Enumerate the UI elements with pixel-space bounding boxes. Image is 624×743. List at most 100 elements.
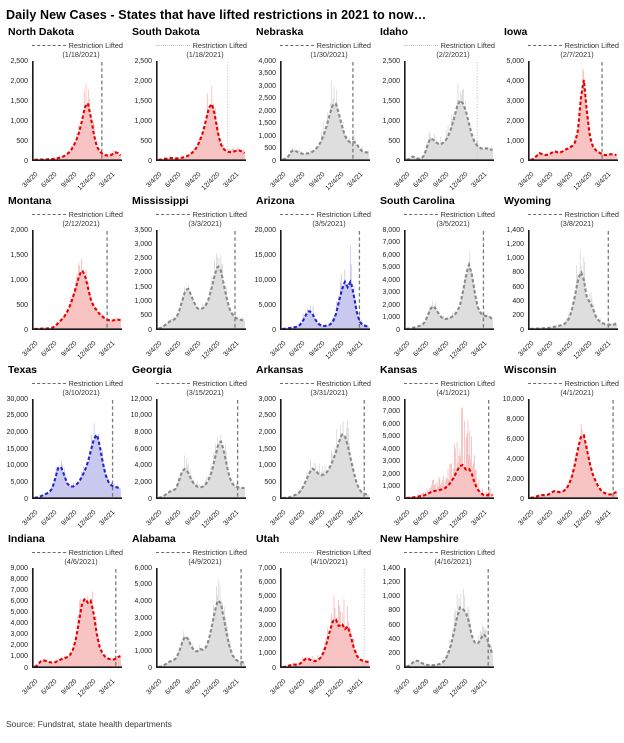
x-tick-label: 3/4/21	[346, 171, 365, 190]
legend-label: Restriction Lifted	[68, 378, 123, 388]
y-tick-label: 800	[388, 607, 400, 615]
x-tick-label: 12/4/20	[324, 509, 346, 531]
y-tick-label: 1,500	[258, 445, 276, 453]
restriction-date: (4/9/2021)	[188, 557, 222, 566]
legend-label: Restriction Lifted	[316, 378, 371, 388]
chart-canvas	[280, 399, 370, 499]
y-tick-label: 1,000	[10, 653, 28, 661]
average-line	[406, 463, 493, 499]
y-tick-label: 1,000	[258, 462, 276, 470]
y-tick-label: 3,000	[382, 458, 400, 465]
state-title: North Dakota	[8, 26, 74, 38]
plot-area: 10,000 8,000 6,000 4,000 2,000 0	[498, 395, 622, 503]
y-tick-label: 1,500	[10, 251, 28, 259]
x-tick-label: 3/4/20	[393, 509, 412, 528]
y-tick-label: 2,000	[382, 301, 400, 309]
y-tick-label: 3,500	[258, 70, 276, 77]
y-tick-label: 1,500	[382, 97, 400, 105]
legend: Restriction Lifted	[250, 547, 374, 557]
y-tick-label: 200	[388, 650, 400, 658]
y-tick-label: 2,500	[382, 57, 400, 65]
y-tick-label: 3,000	[258, 621, 276, 629]
chart-kansas: Kansas Restriction Lifted (4/1/2021) 8,000 7…	[374, 362, 498, 531]
chart-canvas	[404, 230, 494, 330]
chart-wisconsin: Wisconsin Restriction Lifted (4/1/2021) 10,…	[498, 362, 622, 531]
chart-canvas	[156, 568, 246, 668]
state-title: Mississippi	[132, 195, 189, 207]
x-tick-label: 6/4/20	[412, 678, 431, 697]
legend: Restriction Lifted	[250, 209, 374, 219]
legend-label: Restriction Lifted	[68, 40, 123, 50]
average-line	[158, 439, 245, 499]
x-tick-label: 3/4/20	[269, 678, 288, 697]
y-tick-label: 1,500	[134, 97, 152, 105]
restriction-date: (2/12/2021)	[62, 219, 100, 228]
x-tick-label: 6/4/20	[40, 171, 59, 190]
y-tick-label: 6,000	[506, 435, 524, 443]
restriction-date: (3/5/2021)	[436, 219, 470, 228]
legend-label: Restriction Lifted	[192, 378, 247, 388]
y-tick-label: 2,000	[134, 77, 152, 85]
state-title: Alabama	[132, 533, 176, 545]
restriction-line-sample-icon	[279, 382, 314, 384]
x-axis-labels: 3/4/20 6/4/20 9/4/20 12/4/20 3/4/21	[393, 499, 494, 530]
chart-arkansas: Arkansas Restriction Lifted (3/31/2021) 3,0…	[250, 362, 374, 531]
y-axis-labels: 4,000 3,500 3,000 2,500 2,000 1,500 1,000 500 0	[250, 58, 279, 165]
y-tick-label: 800	[512, 269, 524, 277]
y-tick-label: 0	[24, 664, 28, 672]
plot-area: 2,500 2,000 1,500 1,000 500 0	[374, 57, 498, 165]
average-line	[158, 598, 245, 668]
y-tick-label: 10,000	[254, 276, 276, 284]
y-tick-label: 1,000	[10, 117, 28, 125]
x-tick-label: 12/4/20	[200, 340, 222, 362]
average-line	[158, 101, 245, 161]
restriction-line-sample-icon	[31, 382, 66, 384]
y-tick-label: 1,200	[506, 240, 524, 248]
y-axis-labels: 9,000 8,000 7,000 6,000 5,000 4,000 3,000 2,000…	[2, 565, 31, 672]
y-tick-label: 500	[264, 145, 276, 152]
state-title: Montana	[8, 195, 52, 207]
x-tick-label: 6/4/20	[536, 340, 555, 359]
legend: Restriction Lifted	[2, 209, 126, 219]
x-axis-labels: 3/4/20 6/4/20 9/4/20 12/4/20 3/4/21	[269, 499, 370, 530]
chart-south-dakota: South Dakota Restriction Lifted (1/18/2021…	[126, 24, 250, 193]
legend-label: Restriction Lifted	[440, 209, 495, 219]
x-axis-labels: 3/4/20 6/4/20 9/4/20 12/4/20 3/4/21	[21, 668, 122, 699]
x-axis-labels: 3/4/20 6/4/20 9/4/20 12/4/20 3/4/21	[517, 161, 618, 192]
y-axis-labels: 6,000 5,000 4,000 3,000 2,000 1,000 0	[126, 565, 155, 672]
y-tick-label: 2,500	[258, 95, 276, 102]
x-axis-labels: 3/4/20 6/4/20 9/4/20 12/4/20 3/4/21	[517, 499, 618, 530]
y-tick-label: 7,000	[258, 564, 276, 572]
y-tick-label: 2,000	[134, 269, 152, 277]
average-line	[530, 79, 617, 161]
legend-label: Restriction Lifted	[192, 40, 247, 50]
chart-utah: Utah Restriction Lifted (4/10/2021) 7,000 6,…	[250, 531, 374, 700]
chart-canvas	[528, 61, 618, 161]
y-tick-label: 400	[388, 635, 400, 643]
source-note: Source: Fundstrat, state health departme…	[6, 719, 172, 729]
state-title: Nebraska	[256, 26, 304, 38]
y-tick-label: 600	[388, 621, 400, 629]
average-line	[530, 270, 617, 330]
y-tick-label: 1,400	[382, 564, 400, 572]
legend-label: Restriction Lifted	[192, 209, 247, 219]
x-tick-label: 6/4/20	[412, 340, 431, 359]
plot-area: 30,000 25,000 20,000 15,000 10,000 5,000 0	[2, 396, 126, 503]
restriction-line-sample-icon	[155, 382, 190, 384]
y-tick-label: 7,000	[10, 586, 28, 594]
x-axis-labels: 3/4/20 6/4/20 9/4/20 12/4/20 3/4/21	[393, 161, 494, 192]
state-title: Arizona	[256, 195, 295, 207]
chart-idaho: Idaho Restriction Lifted (2/2/2021) 2,500 2,…	[374, 24, 498, 193]
y-tick-label: 0	[148, 326, 152, 334]
y-tick-label: 0	[272, 157, 276, 165]
state-title: Arkansas	[256, 364, 304, 376]
y-tick-label: 500	[16, 137, 28, 145]
x-tick-label: 3/4/21	[346, 678, 365, 697]
plot-area: 3,000 2,500 2,000 1,500 1,000 500 0	[250, 396, 374, 503]
chart-nebraska: Nebraska Restriction Lifted (1/30/2021) 4,0…	[250, 24, 374, 193]
y-tick-label: 10,000	[502, 395, 524, 403]
legend-label: Restriction Lifted	[564, 378, 619, 388]
x-tick-label: 3/4/20	[517, 509, 536, 528]
restriction-date: (4/6/2021)	[64, 557, 98, 566]
chart-alabama: Alabama Restriction Lifted (4/9/2021) 6,000…	[126, 531, 250, 700]
